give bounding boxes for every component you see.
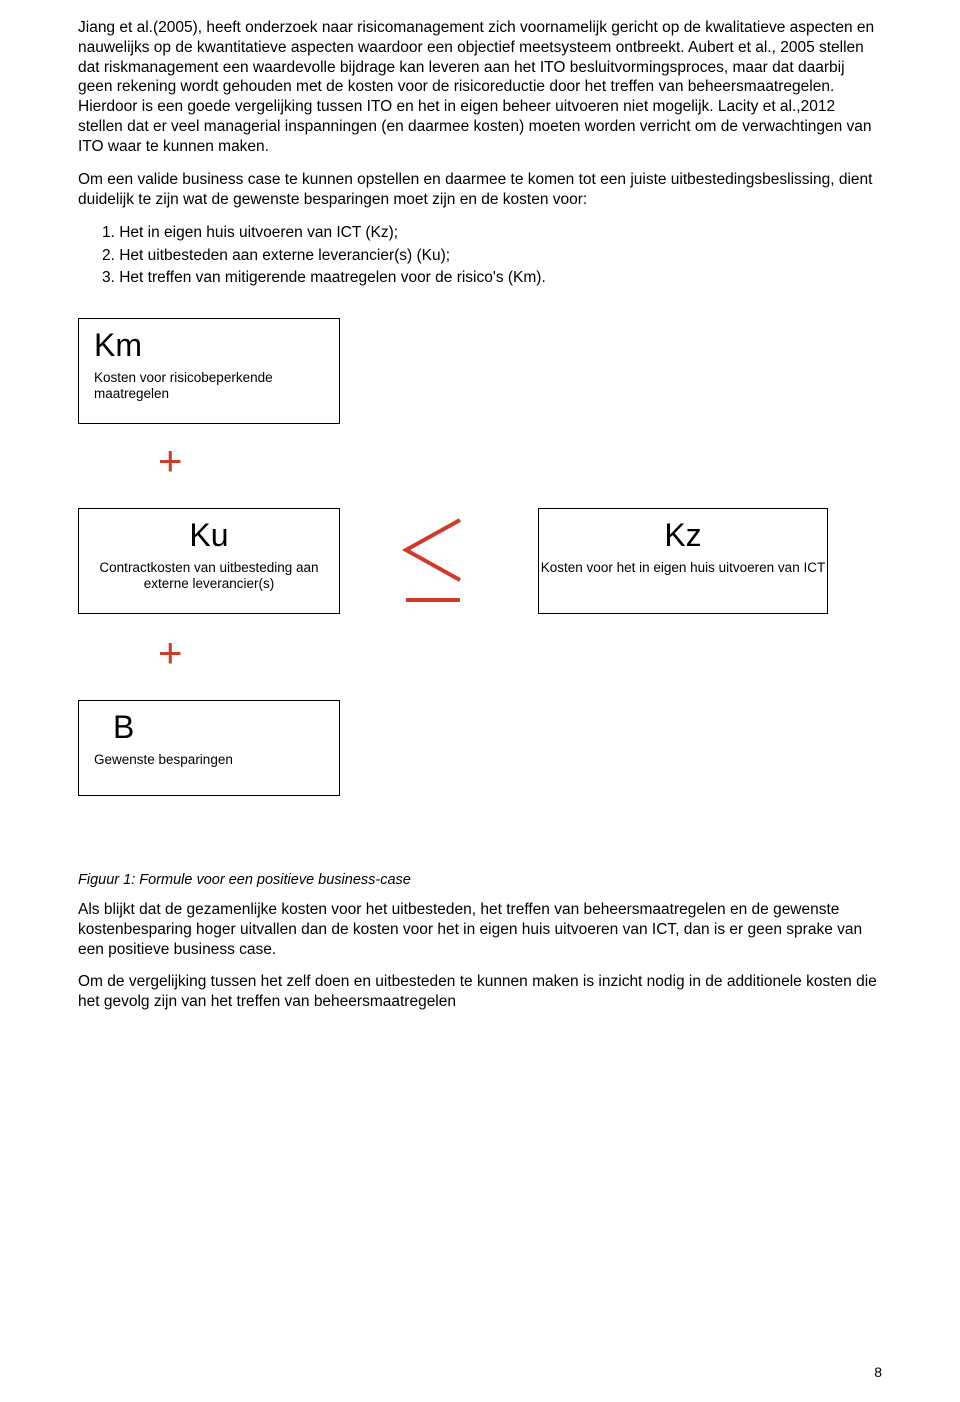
paragraph: Jiang et al.(2005), heeft onderzoek naar… [78, 18, 882, 157]
box-symbol: Kz [539, 509, 827, 558]
page-number: 8 [874, 1364, 882, 1380]
box-ku: Ku Contractkosten van uitbesteding aan e… [78, 508, 340, 614]
formula-diagram: Km Kosten voor risicobeperkende maatrege… [78, 318, 882, 852]
box-km: Km Kosten voor risicobeperkende maatrege… [78, 318, 340, 424]
figure-caption: Figuur 1: Formule voor een positieve bus… [78, 872, 882, 888]
plus-icon: + [158, 440, 183, 482]
box-desc: Contractkosten van uitbesteding aan exte… [79, 558, 339, 602]
list-item: 2. Het uitbesteden aan externe leveranci… [102, 245, 882, 267]
box-symbol: Km [79, 319, 339, 368]
box-desc: Gewenste besparingen [79, 750, 339, 778]
plus-icon: + [158, 632, 183, 674]
ordered-list: 1. Het in eigen huis uitvoeren van ICT (… [78, 222, 882, 289]
box-symbol: Ku [79, 509, 339, 558]
paragraph: Om de vergelijking tussen het zelf doen … [78, 972, 882, 1012]
box-symbol: B [79, 701, 339, 750]
paragraph: Als blijkt dat de gezamenlijke kosten vo… [78, 900, 882, 959]
box-desc: Kosten voor het in eigen huis uitvoeren … [539, 558, 827, 586]
list-item: 1. Het in eigen huis uitvoeren van ICT (… [102, 222, 882, 244]
box-kz: Kz Kosten voor het in eigen huis uitvoer… [538, 508, 828, 614]
list-item: 3. Het treffen van mitigerende maatregel… [102, 267, 882, 289]
leq-icon [398, 514, 468, 608]
box-b: B Gewenste besparingen [78, 700, 340, 796]
box-desc: Kosten voor risicobeperkende maatregelen [79, 368, 339, 412]
paragraph: Om een valide business case te kunnen op… [78, 170, 882, 210]
